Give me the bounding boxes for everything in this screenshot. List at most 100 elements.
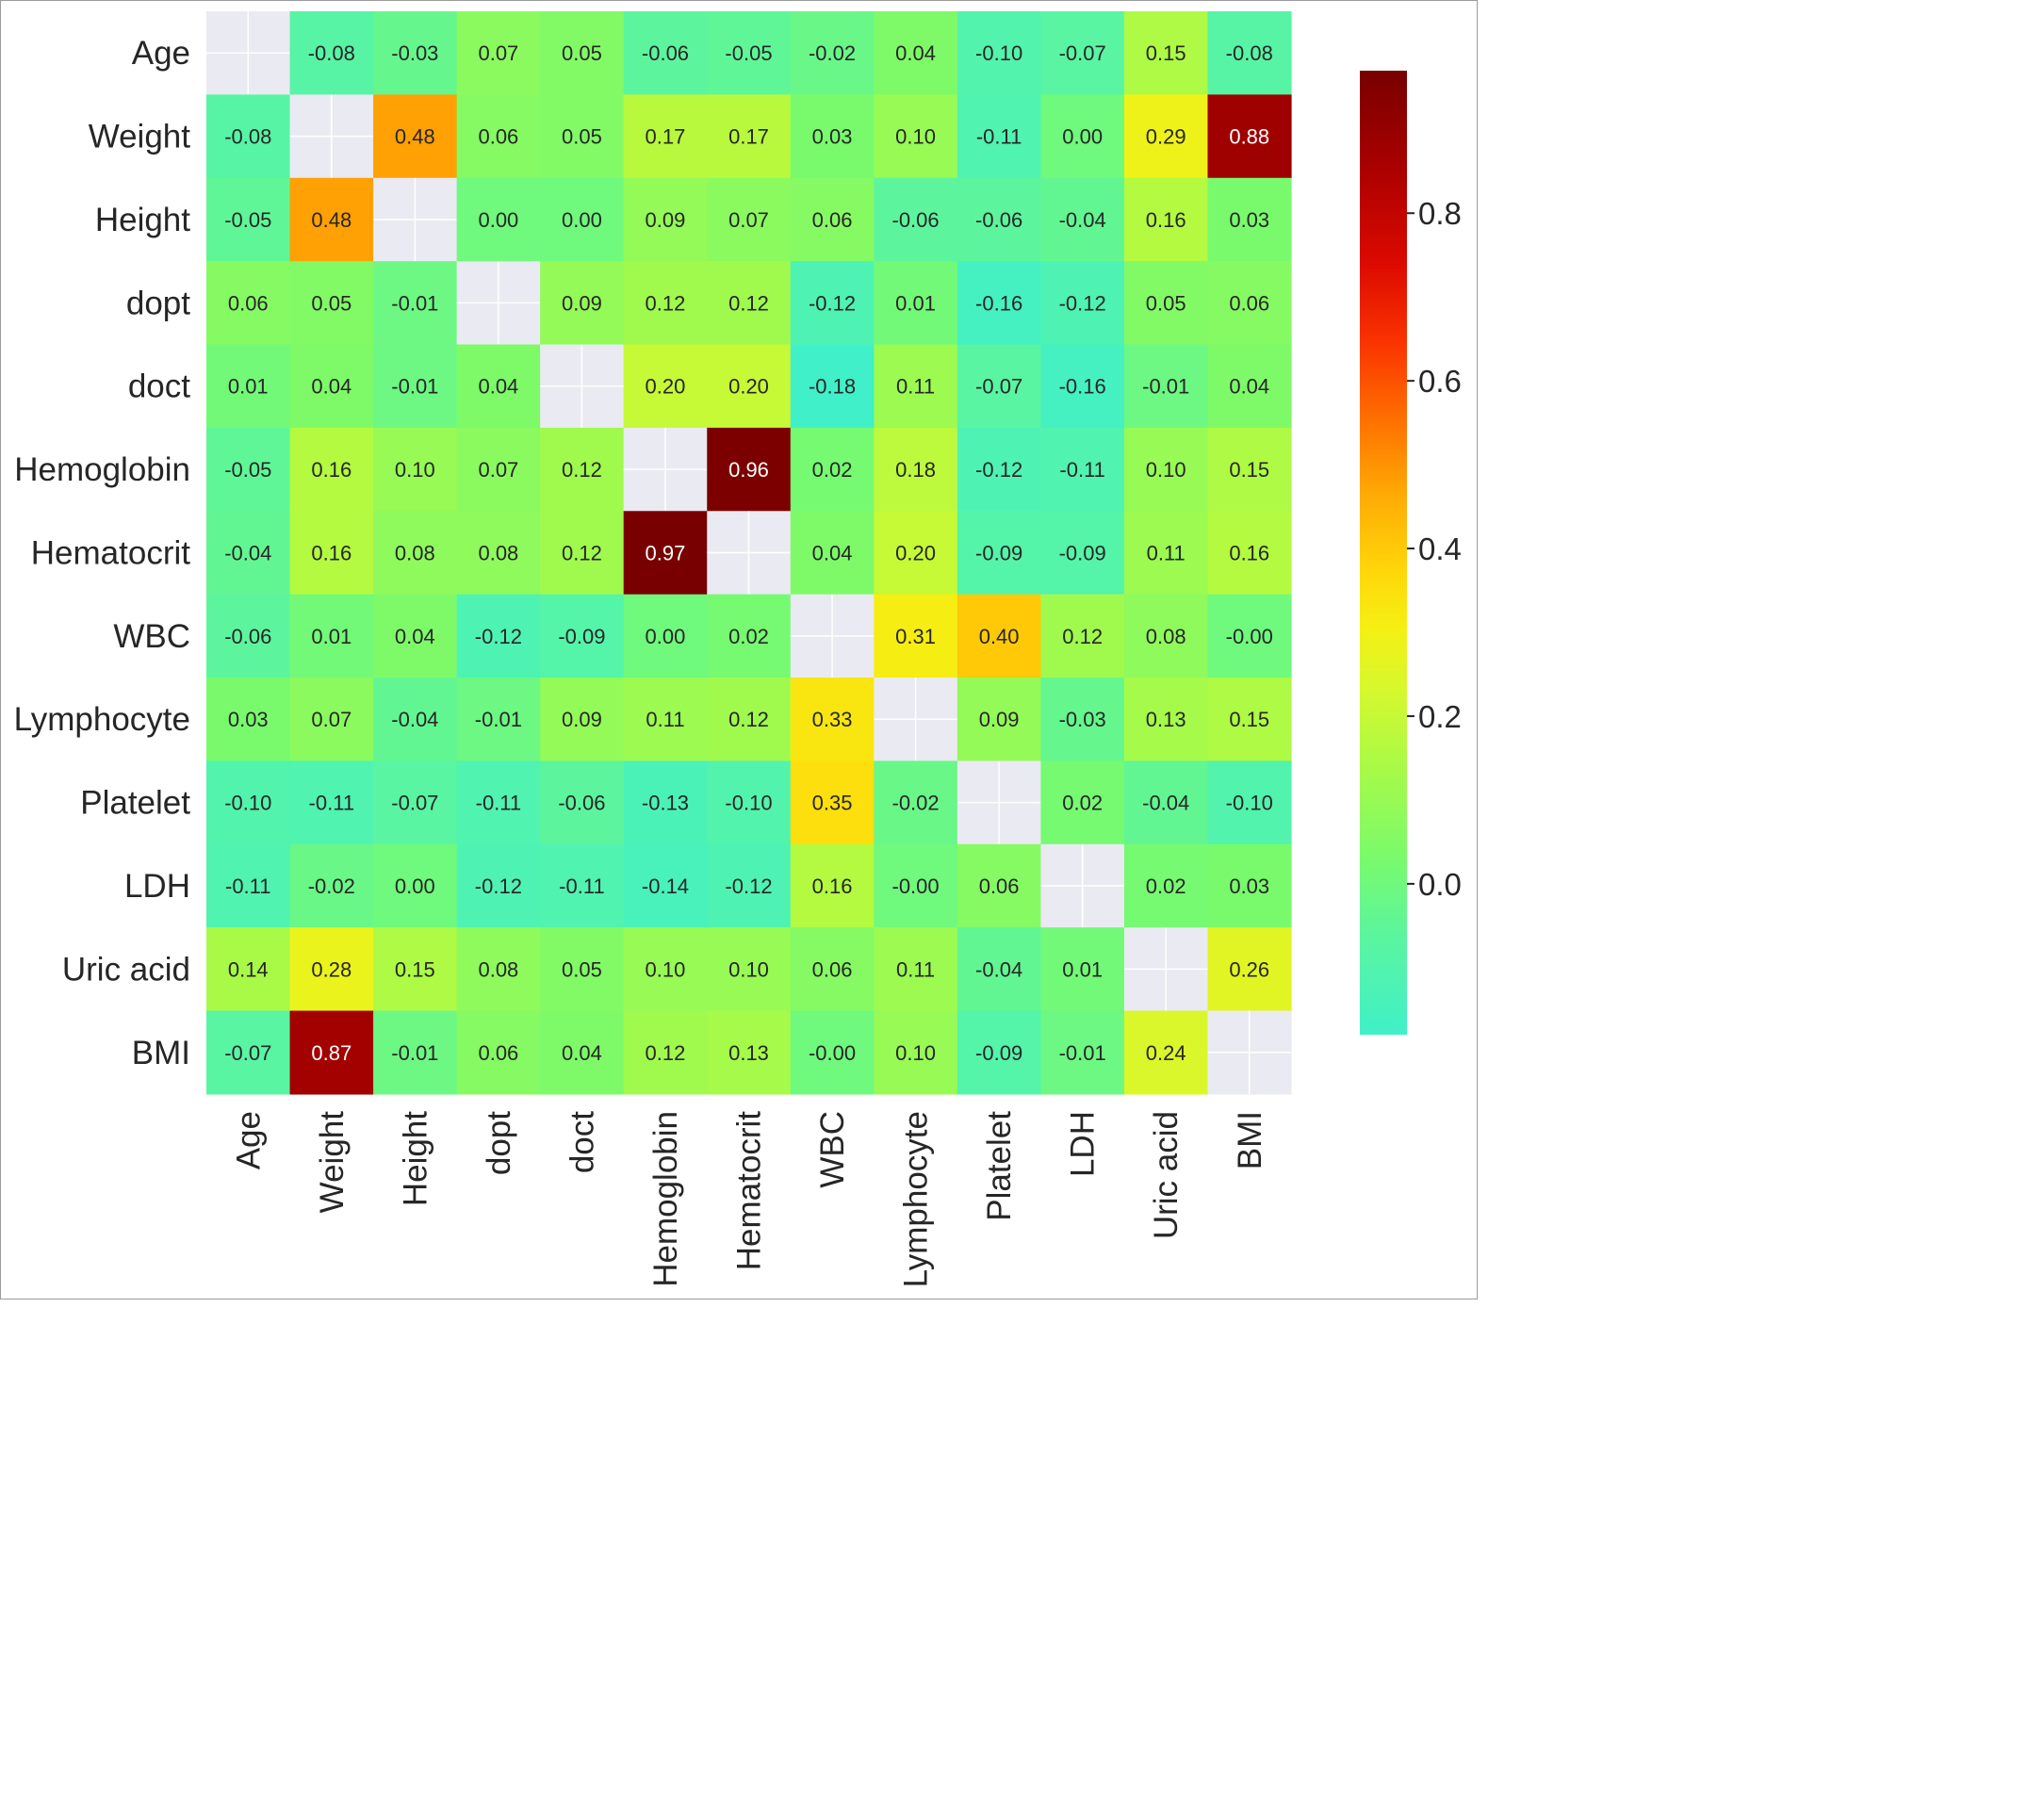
cell-value-label: 0.06 — [812, 957, 853, 981]
cell-value-label: 0.16 — [311, 541, 352, 564]
cell-value-label: 0.10 — [895, 1041, 936, 1065]
cell-value-label: 0.12 — [562, 458, 602, 482]
heatmap-cell — [289, 760, 374, 845]
cell-value-label: 0.11 — [1147, 541, 1186, 564]
cell-value-label: 0.07 — [478, 41, 518, 65]
heatmap-cell — [373, 678, 458, 762]
heatmap-cell — [540, 11, 625, 95]
cell-value-label: 0.08 — [395, 541, 435, 564]
cell-value-label: -0.04 — [391, 708, 438, 731]
cell-value-label: 0.96 — [728, 458, 769, 482]
colorbar-tick-label: 0.8 — [1418, 196, 1462, 231]
heatmap-cell — [206, 1010, 291, 1095]
heatmap-cell — [623, 11, 708, 95]
heatmap-cell — [1040, 927, 1125, 1012]
row-label: Hemoglobin — [14, 451, 190, 488]
heatmap-cell — [874, 11, 958, 95]
heatmap-cell — [957, 261, 1041, 346]
cell-value-label: 0.15 — [1146, 41, 1186, 65]
heatmap-cell — [1040, 760, 1125, 845]
cell-value-label: -0.04 — [224, 541, 271, 564]
heatmap-cell — [456, 427, 541, 512]
heatmap-cell — [540, 843, 625, 928]
colorbar-tick-label: 0.4 — [1418, 531, 1462, 566]
cell-value-label: 0.02 — [812, 458, 853, 482]
heatmap-cell — [957, 594, 1041, 678]
heatmap-cell — [1207, 177, 1292, 262]
heatmap-cell — [1040, 678, 1125, 762]
row-label: Platelet — [80, 785, 190, 822]
cell-value-label: 0.07 — [478, 458, 518, 482]
heatmap-cell — [790, 760, 875, 845]
cell-value-label: -0.09 — [975, 1041, 1022, 1065]
heatmap-cell — [790, 94, 875, 179]
heatmap-cell — [540, 1010, 625, 1095]
heatmap-cell — [289, 678, 374, 762]
heatmap-cell — [1123, 843, 1209, 928]
cell-value-label: -0.07 — [224, 1041, 271, 1065]
heatmap-cell — [623, 344, 708, 429]
cell-value-label: -0.11 — [1059, 458, 1105, 482]
heatmap-cell — [1123, 760, 1209, 845]
column-label: dopt — [481, 1111, 517, 1175]
heatmap-cell — [456, 94, 541, 179]
heatmap-cell — [874, 344, 958, 429]
cell-value-label: 0.03 — [1229, 874, 1269, 898]
heatmap-cell — [1123, 94, 1209, 179]
heatmap-cell — [957, 843, 1041, 928]
heatmap-cell — [1040, 427, 1125, 512]
heatmap-cell — [373, 94, 458, 179]
cell-value-label: -0.01 — [1059, 1041, 1106, 1065]
cell-value-label: -0.11 — [309, 792, 355, 815]
heatmap-cell — [707, 177, 792, 262]
cell-value-label: 0.02 — [1062, 792, 1103, 815]
heatmap-cell — [1123, 678, 1209, 762]
cell-value-label: 0.29 — [1146, 125, 1186, 149]
cell-value-label: -0.03 — [1059, 708, 1106, 731]
heatmap-cell — [957, 11, 1041, 95]
heatmap-cell — [707, 94, 792, 179]
cell-value-label: -0.01 — [475, 708, 522, 731]
cell-value-label: 0.05 — [1146, 291, 1186, 315]
heatmap-cell — [1123, 344, 1209, 429]
cell-value-label: 0.09 — [979, 708, 1020, 731]
heatmap-cell — [623, 760, 708, 845]
heatmap-cell — [957, 1010, 1041, 1095]
column-label: Weight — [314, 1111, 351, 1214]
heatmap-cell — [289, 261, 374, 346]
heatmap-cell — [790, 843, 875, 928]
cell-value-label: 0.24 — [1146, 1041, 1186, 1065]
cell-value-label: -0.16 — [1059, 375, 1106, 399]
cell-value-label: -0.09 — [975, 541, 1022, 564]
cell-value-label: -0.04 — [975, 957, 1022, 981]
heatmap-cell — [373, 927, 458, 1012]
heatmap-cell — [540, 678, 625, 762]
cell-value-label: 0.13 — [728, 1041, 769, 1065]
heatmap-cell — [623, 843, 708, 928]
heatmap-cell — [790, 1010, 875, 1095]
cell-value-label: -0.00 — [809, 1041, 856, 1065]
cell-value-label: 0.28 — [311, 957, 352, 981]
heatmap-cell — [289, 594, 374, 678]
cell-value-label: 0.04 — [311, 375, 352, 399]
heatmap-cell — [289, 11, 374, 95]
cell-value-label: 0.00 — [395, 874, 435, 898]
heatmap-cell — [623, 594, 708, 678]
heatmap-cell — [1123, 1010, 1209, 1095]
cell-value-label: -0.16 — [975, 291, 1022, 315]
cell-value-label: -0.11 — [976, 125, 1022, 149]
column-label: Uric acid — [1148, 1111, 1185, 1239]
cell-value-label: 0.48 — [311, 208, 352, 232]
heatmap-cell — [289, 843, 374, 928]
row-labels: Age Weight Height dopt doct Hemoglobin Hematoc… — [14, 35, 191, 1071]
cell-value-label: 0.11 — [896, 957, 935, 981]
heatmap-cell — [623, 927, 708, 1012]
cell-value-label: -0.03 — [391, 41, 438, 65]
heatmap-cell — [707, 594, 792, 678]
row-label: LDH — [124, 868, 190, 905]
cell-value-label: -0.10 — [725, 792, 772, 815]
colorbar-tick-label: 0.2 — [1418, 699, 1462, 734]
heatmap-cell — [1207, 843, 1292, 928]
cell-value-label: 0.04 — [812, 541, 853, 564]
heatmap-cell — [790, 511, 875, 596]
